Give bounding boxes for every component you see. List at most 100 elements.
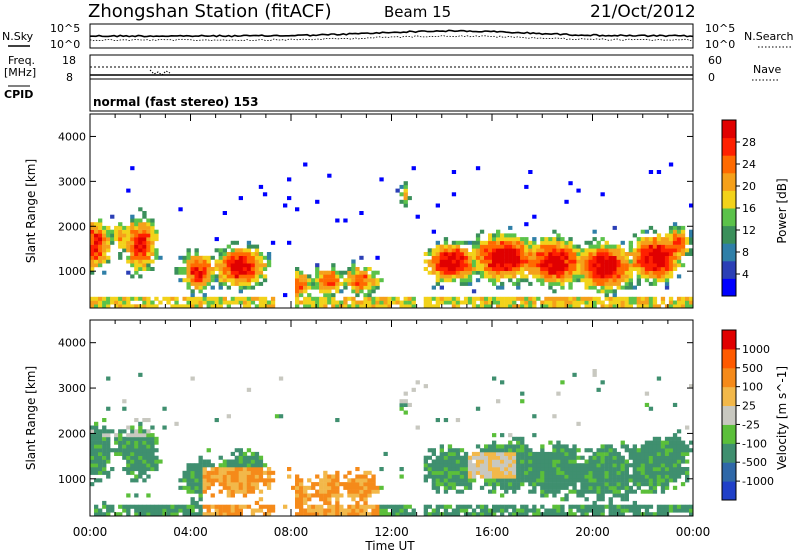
data-cell <box>258 274 264 279</box>
data-cell <box>632 459 637 464</box>
data-cell <box>600 482 605 487</box>
data-cell <box>600 285 605 290</box>
data-cell <box>118 451 123 456</box>
data-cell <box>644 467 650 472</box>
data-cell <box>652 281 658 286</box>
data-cell <box>604 463 609 468</box>
data-cell <box>604 278 609 283</box>
data-cell <box>214 248 219 253</box>
data-cell <box>524 504 529 509</box>
colorbar-tick-label: 8 <box>742 246 749 259</box>
data-cell <box>427 296 432 301</box>
data-cell <box>496 248 501 253</box>
data-cell <box>584 278 589 283</box>
data-cell <box>548 451 553 456</box>
data-cell <box>130 252 135 256</box>
data-cell <box>568 451 573 456</box>
data-cell <box>484 270 489 275</box>
data-cell <box>142 225 147 230</box>
data-cell <box>138 218 143 223</box>
data-cell <box>636 278 641 283</box>
data-cell <box>451 267 457 271</box>
data-cell <box>552 300 557 305</box>
data-cell <box>427 474 432 479</box>
data-cell <box>443 300 449 305</box>
data-cell <box>584 281 589 286</box>
data-cell <box>636 263 641 268</box>
data-cell <box>439 255 444 260</box>
data-cell <box>122 440 127 445</box>
data-cell <box>138 451 143 456</box>
data-cell <box>475 267 481 271</box>
data-cell <box>548 237 553 242</box>
data-cell <box>359 504 364 509</box>
data-cell <box>431 467 436 472</box>
data-cell <box>628 259 633 264</box>
data-cell <box>447 274 453 279</box>
data-cell <box>166 296 171 301</box>
data-cell <box>262 304 268 309</box>
data-cell <box>146 448 151 453</box>
data-cell <box>439 455 444 460</box>
data-cell <box>246 285 252 290</box>
data-cell <box>475 233 481 238</box>
data-cell <box>664 470 670 475</box>
data-cell <box>492 244 497 249</box>
data-cell <box>379 504 384 509</box>
data-cell <box>672 300 678 305</box>
data-cell <box>471 289 477 294</box>
data-cell <box>94 436 99 441</box>
data-cell <box>427 455 432 460</box>
data-cell <box>484 255 489 260</box>
data-cell <box>106 470 111 475</box>
data-cell <box>544 300 549 305</box>
power-ylabel: Slant Range [km] <box>24 159 38 263</box>
data-cell <box>652 267 658 271</box>
data-cell <box>134 459 139 464</box>
data-cell <box>242 252 248 256</box>
data-cell <box>266 304 272 309</box>
data-cell <box>568 281 573 286</box>
data-cell <box>556 482 561 487</box>
data-cell <box>250 285 256 290</box>
data-cell <box>648 225 654 230</box>
data-cell <box>616 274 621 279</box>
data-cell <box>596 300 601 305</box>
data-cell <box>222 485 227 490</box>
data-cell <box>564 263 569 268</box>
data-cell <box>532 244 537 249</box>
data-cell <box>355 504 360 509</box>
data-cell <box>230 252 235 256</box>
data-cell <box>580 489 585 494</box>
data-cell <box>371 489 376 494</box>
data-cell <box>94 433 99 438</box>
data-cell <box>214 274 219 279</box>
data-cell <box>504 467 509 472</box>
data-cell <box>94 463 99 468</box>
data-cell <box>620 482 625 487</box>
data-cell <box>363 293 368 298</box>
data-cell <box>455 267 461 271</box>
data-cell <box>624 296 629 301</box>
data-cell <box>311 493 316 498</box>
data-cell <box>138 444 143 449</box>
data-cell <box>648 244 654 249</box>
data-cell <box>620 440 625 445</box>
data-cell <box>94 504 99 509</box>
data-cell <box>431 259 436 264</box>
data-cell <box>399 504 404 509</box>
data-cell <box>222 281 227 286</box>
data-cell <box>600 255 605 260</box>
data-cell <box>656 451 662 456</box>
data-cell <box>299 500 304 505</box>
data-cell <box>680 233 686 238</box>
data-cell <box>234 240 239 245</box>
data-cell <box>540 237 545 242</box>
data-cell <box>644 304 650 309</box>
data-cell <box>628 267 633 271</box>
data-cell <box>576 263 581 268</box>
data-cell <box>299 285 304 290</box>
data-cell <box>102 225 107 230</box>
data-cell <box>198 493 203 498</box>
data-cell <box>198 470 203 475</box>
